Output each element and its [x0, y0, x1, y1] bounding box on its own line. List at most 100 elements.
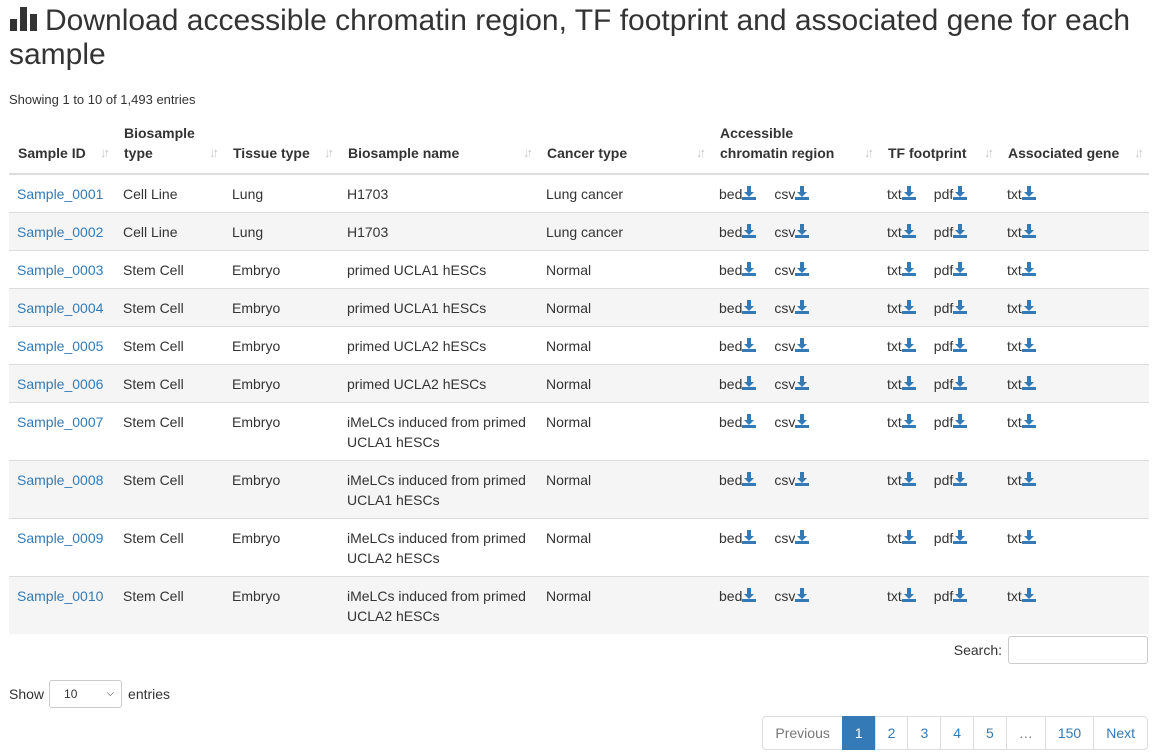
footprint-txt-download-link[interactable]: txt: [887, 472, 916, 488]
column-header[interactable]: Accessible chromatin region ↓↑: [711, 118, 879, 175]
footprint-txt-download-link[interactable]: txt: [887, 262, 916, 278]
cell-cancer: Normal: [538, 460, 711, 519]
page-button[interactable]: 2: [874, 716, 909, 750]
gene-txt-download-link[interactable]: txt: [1007, 414, 1036, 430]
bed-download-link[interactable]: bed: [719, 262, 757, 278]
csv-download-link[interactable]: csv: [774, 414, 810, 430]
gene-txt-download-link[interactable]: txt: [1007, 588, 1036, 604]
footprint-pdf-download-link[interactable]: pdf: [934, 588, 968, 604]
cell-tissue: Embryo: [224, 288, 339, 327]
bed-download-link[interactable]: bed: [719, 338, 757, 354]
footprint-pdf-download-link[interactable]: pdf: [934, 186, 968, 202]
csv-download-link[interactable]: csv: [774, 338, 810, 354]
cell-sample-id: Sample_0001: [9, 174, 115, 213]
page-button[interactable]: 3: [907, 716, 942, 750]
bed-download-link[interactable]: bed: [719, 224, 757, 240]
cell-biosample-type: Cell Line: [115, 174, 224, 213]
footprint-pdf-download-link[interactable]: pdf: [934, 224, 968, 240]
footprint-txt-download-link[interactable]: txt: [887, 588, 916, 604]
csv-download-link[interactable]: csv: [774, 262, 810, 278]
page-length-select[interactable]: 10 ⌵: [49, 680, 123, 708]
bed-download-link[interactable]: bed: [719, 588, 757, 604]
sort-icon: ↓↑: [100, 145, 110, 160]
csv-download-link-label: csv: [774, 300, 796, 316]
footprint-pdf-download-link[interactable]: pdf: [934, 530, 968, 546]
sample-id-link[interactable]: Sample_0002: [17, 224, 104, 240]
download-icon: [901, 472, 916, 486]
footprint-txt-download-link[interactable]: txt: [887, 338, 916, 354]
gene-txt-download-link[interactable]: txt: [1007, 338, 1036, 354]
footprint-txt-download-link[interactable]: txt: [887, 530, 916, 546]
bed-download-link[interactable]: bed: [719, 472, 757, 488]
cell-name: primed UCLA2 hESCs: [339, 326, 538, 365]
bed-download-link-label: bed: [719, 588, 743, 604]
next-page-button[interactable]: Next: [1093, 716, 1148, 750]
footprint-txt-download-link[interactable]: txt: [887, 300, 916, 316]
column-header-label: Biosample type: [124, 125, 195, 161]
gene-txt-download-link[interactable]: txt: [1007, 300, 1036, 316]
cell-biosample-type: Cell Line: [115, 212, 224, 251]
cell-biosample-type: Stem Cell: [115, 326, 224, 365]
column-header[interactable]: Cancer type ↓↑: [538, 118, 711, 175]
gene-txt-download-link[interactable]: txt: [1007, 224, 1036, 240]
footprint-pdf-download-link[interactable]: pdf: [934, 338, 968, 354]
bed-download-link[interactable]: bed: [719, 186, 757, 202]
sample-id-link[interactable]: Sample_0005: [17, 338, 104, 354]
cell-biosample-type: Stem Cell: [115, 460, 224, 519]
page-button[interactable]: 4: [940, 716, 975, 750]
cell-accessible-region: bed csv: [711, 364, 879, 403]
gene-txt-download-link[interactable]: txt: [1007, 376, 1036, 392]
sample-id-link[interactable]: Sample_0004: [17, 300, 104, 316]
csv-download-link[interactable]: csv: [774, 376, 810, 392]
column-header[interactable]: Biosample type ↓↑: [115, 118, 224, 175]
footprint-txt-download-link[interactable]: txt: [887, 414, 916, 430]
footprint-pdf-download-link[interactable]: pdf: [934, 262, 968, 278]
csv-download-link[interactable]: csv: [774, 472, 810, 488]
column-header-label: Sample ID: [18, 145, 86, 161]
gene-txt-download-link[interactable]: txt: [1007, 530, 1036, 546]
page-button[interactable]: 1: [841, 716, 876, 750]
bed-download-link[interactable]: bed: [719, 376, 757, 392]
sample-id-link[interactable]: Sample_0001: [17, 186, 104, 202]
sample-id-link[interactable]: Sample_0009: [17, 530, 104, 546]
bed-download-link[interactable]: bed: [719, 300, 757, 316]
footprint-pdf-download-link[interactable]: pdf: [934, 414, 968, 430]
bed-download-link[interactable]: bed: [719, 414, 757, 430]
cell-associated-gene: txt: [999, 460, 1149, 519]
column-header[interactable]: Associated gene ↓↑: [999, 118, 1149, 175]
bed-download-link[interactable]: bed: [719, 530, 757, 546]
footprint-txt-download-link[interactable]: txt: [887, 376, 916, 392]
footprint-txt-download-link[interactable]: txt: [887, 186, 916, 202]
footprint-pdf-download-link[interactable]: pdf: [934, 472, 968, 488]
sample-id-link[interactable]: Sample_0003: [17, 262, 104, 278]
csv-download-link-label: csv: [774, 530, 796, 546]
csv-download-link[interactable]: csv: [774, 300, 810, 316]
column-header[interactable]: TF footprint ↓↑: [879, 118, 999, 175]
gene-txt-download-link[interactable]: txt: [1007, 186, 1036, 202]
csv-download-link[interactable]: csv: [774, 530, 810, 546]
footprint-pdf-download-link[interactable]: pdf: [934, 300, 968, 316]
cell-biosample-type: Stem Cell: [115, 288, 224, 327]
gene-txt-download-link[interactable]: txt: [1007, 472, 1036, 488]
column-header[interactable]: Biosample name ↓↑: [339, 118, 538, 175]
cell-cancer: Normal: [538, 402, 711, 461]
csv-download-link[interactable]: csv: [774, 186, 810, 202]
footprint-pdf-download-link[interactable]: pdf: [934, 376, 968, 392]
gene-txt-download-link-label: txt: [1007, 376, 1022, 392]
gene-txt-download-link[interactable]: txt: [1007, 262, 1036, 278]
search-input[interactable]: [1008, 636, 1148, 664]
previous-page-button[interactable]: Previous: [762, 716, 843, 750]
footprint-txt-download-link[interactable]: txt: [887, 224, 916, 240]
sample-id-link[interactable]: Sample_0007: [17, 414, 104, 430]
csv-download-link[interactable]: csv: [774, 588, 810, 604]
cell-sample-id: Sample_0010: [9, 576, 115, 634]
cell-associated-gene: txt: [999, 174, 1149, 213]
sample-id-link[interactable]: Sample_0010: [17, 588, 104, 604]
last-page-button[interactable]: 150: [1044, 716, 1095, 750]
sample-id-link[interactable]: Sample_0006: [17, 376, 104, 392]
csv-download-link[interactable]: csv: [774, 224, 810, 240]
column-header[interactable]: Sample ID ↓↑: [9, 118, 115, 175]
page-button[interactable]: 5: [973, 716, 1007, 750]
column-header[interactable]: Tissue type ↓↑: [224, 118, 339, 175]
sample-id-link[interactable]: Sample_0008: [17, 472, 104, 488]
